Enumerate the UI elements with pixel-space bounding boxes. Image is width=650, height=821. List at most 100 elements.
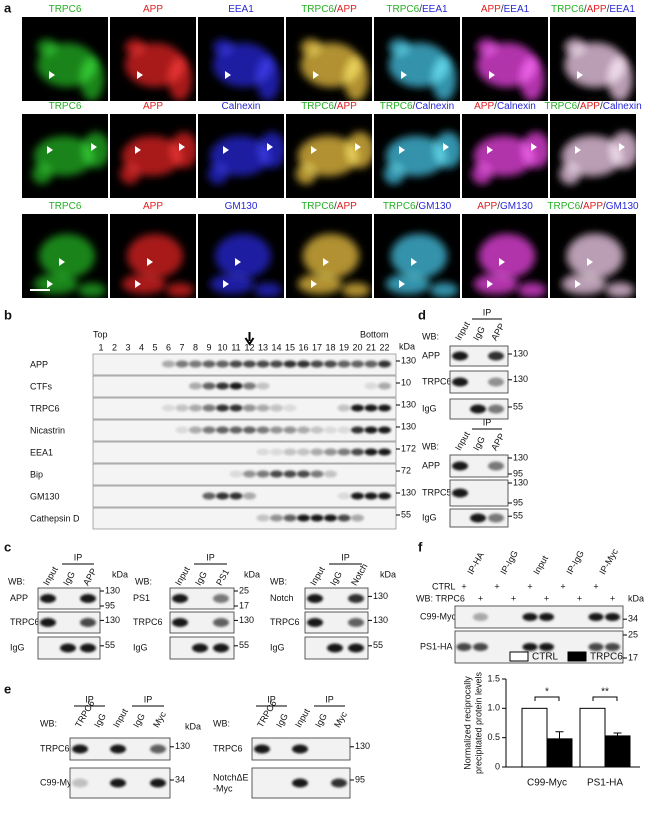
row-label: -Myc [213, 783, 233, 793]
row-label: Nicastrin [30, 425, 65, 435]
band [337, 360, 351, 368]
micrograph [286, 114, 372, 198]
arrowhead [135, 146, 141, 154]
kda-label: kDa [244, 569, 260, 579]
arrowhead [323, 258, 329, 266]
band [452, 461, 468, 471]
signal [346, 132, 372, 168]
error-bar [555, 731, 564, 739]
signal [213, 39, 233, 55]
band [229, 426, 243, 434]
label-part: / [603, 201, 606, 212]
band [297, 514, 310, 522]
lane-number: 8 [193, 342, 198, 352]
panel-letter: b [4, 307, 12, 322]
band [351, 514, 364, 522]
arrowhead [223, 146, 229, 154]
band [80, 618, 96, 627]
row-label: C99-Myc [40, 777, 77, 787]
ip-label: IP [144, 694, 153, 704]
marker-label: 130 [105, 615, 120, 625]
label-part: APP [587, 4, 607, 15]
marker-label: 55 [513, 401, 523, 411]
band [243, 426, 256, 434]
signal [170, 132, 196, 168]
signal [256, 57, 280, 101]
y-axis-label: Normalized reciprocally [462, 676, 472, 770]
band [337, 426, 351, 434]
micrograph [286, 214, 372, 298]
band [283, 426, 297, 434]
band [202, 426, 216, 434]
y-tick-label: 0.5 [487, 732, 500, 742]
label-part: APP [337, 4, 357, 15]
plus: + [560, 581, 565, 591]
signal [474, 274, 518, 294]
band [292, 744, 308, 754]
channel-label: TRPC6 [49, 101, 82, 112]
arrow [244, 332, 255, 346]
blot-strip [169, 611, 235, 634]
row-label: TRPC6 [10, 617, 40, 627]
arrowhead [267, 143, 273, 151]
label-part: / [577, 101, 580, 112]
arrowhead [489, 71, 495, 79]
legend-swatch [567, 651, 587, 662]
signal [522, 132, 548, 168]
lane-number: 21 [366, 342, 376, 352]
marker-label: 55 [105, 640, 115, 650]
row-label: TRPC6 [30, 403, 60, 413]
ip-label: IP [85, 694, 94, 704]
label-part: EEA1 [504, 4, 530, 15]
band [40, 618, 56, 627]
band [243, 492, 256, 500]
row-label: TRPC5 [422, 487, 452, 497]
band [488, 461, 504, 471]
label-part: APP [143, 101, 163, 112]
micrograph [462, 17, 548, 101]
signal [210, 136, 270, 176]
label-part: GM130 [500, 201, 533, 212]
label-part: / [607, 4, 610, 15]
label-part: APP [481, 4, 501, 15]
micrograph [22, 114, 108, 198]
marker-label: 95 [513, 468, 523, 478]
row-label: APP [422, 350, 440, 360]
marker-label: 34 [628, 614, 638, 624]
label-part: Calnexin [222, 101, 261, 112]
band [307, 594, 323, 603]
blot-strip [449, 345, 509, 367]
label-part: / [600, 101, 603, 112]
arrowhead [487, 280, 493, 288]
label-part: Calnexin [603, 101, 642, 112]
micrograph [374, 114, 460, 198]
lane-number: 7 [179, 342, 184, 352]
signal [166, 283, 194, 297]
signal [254, 283, 282, 297]
arrowhead [135, 280, 141, 288]
band [243, 360, 256, 368]
band [310, 514, 324, 522]
band [229, 382, 243, 390]
arrowhead [59, 258, 65, 266]
band [605, 643, 620, 651]
band [351, 404, 364, 412]
band [256, 448, 270, 456]
band [473, 643, 488, 651]
marker-label: 130 [513, 374, 528, 384]
label-part: APP [583, 201, 603, 212]
band [331, 778, 347, 788]
y-tick-label: 1.0 [487, 703, 500, 713]
marker-label: 72 [401, 465, 411, 475]
channel-label: TRPC6/Calnexin [380, 101, 455, 112]
band [539, 613, 554, 621]
arrowhead [575, 280, 581, 288]
label-part: EEA1 [228, 4, 254, 15]
micrograph [550, 114, 636, 198]
band [229, 360, 243, 368]
band [175, 426, 189, 434]
kda-label: kDa [380, 569, 396, 579]
label-part: APP [143, 201, 163, 212]
row-label: CTRL [432, 581, 456, 591]
kda-label: kDa [185, 721, 201, 731]
